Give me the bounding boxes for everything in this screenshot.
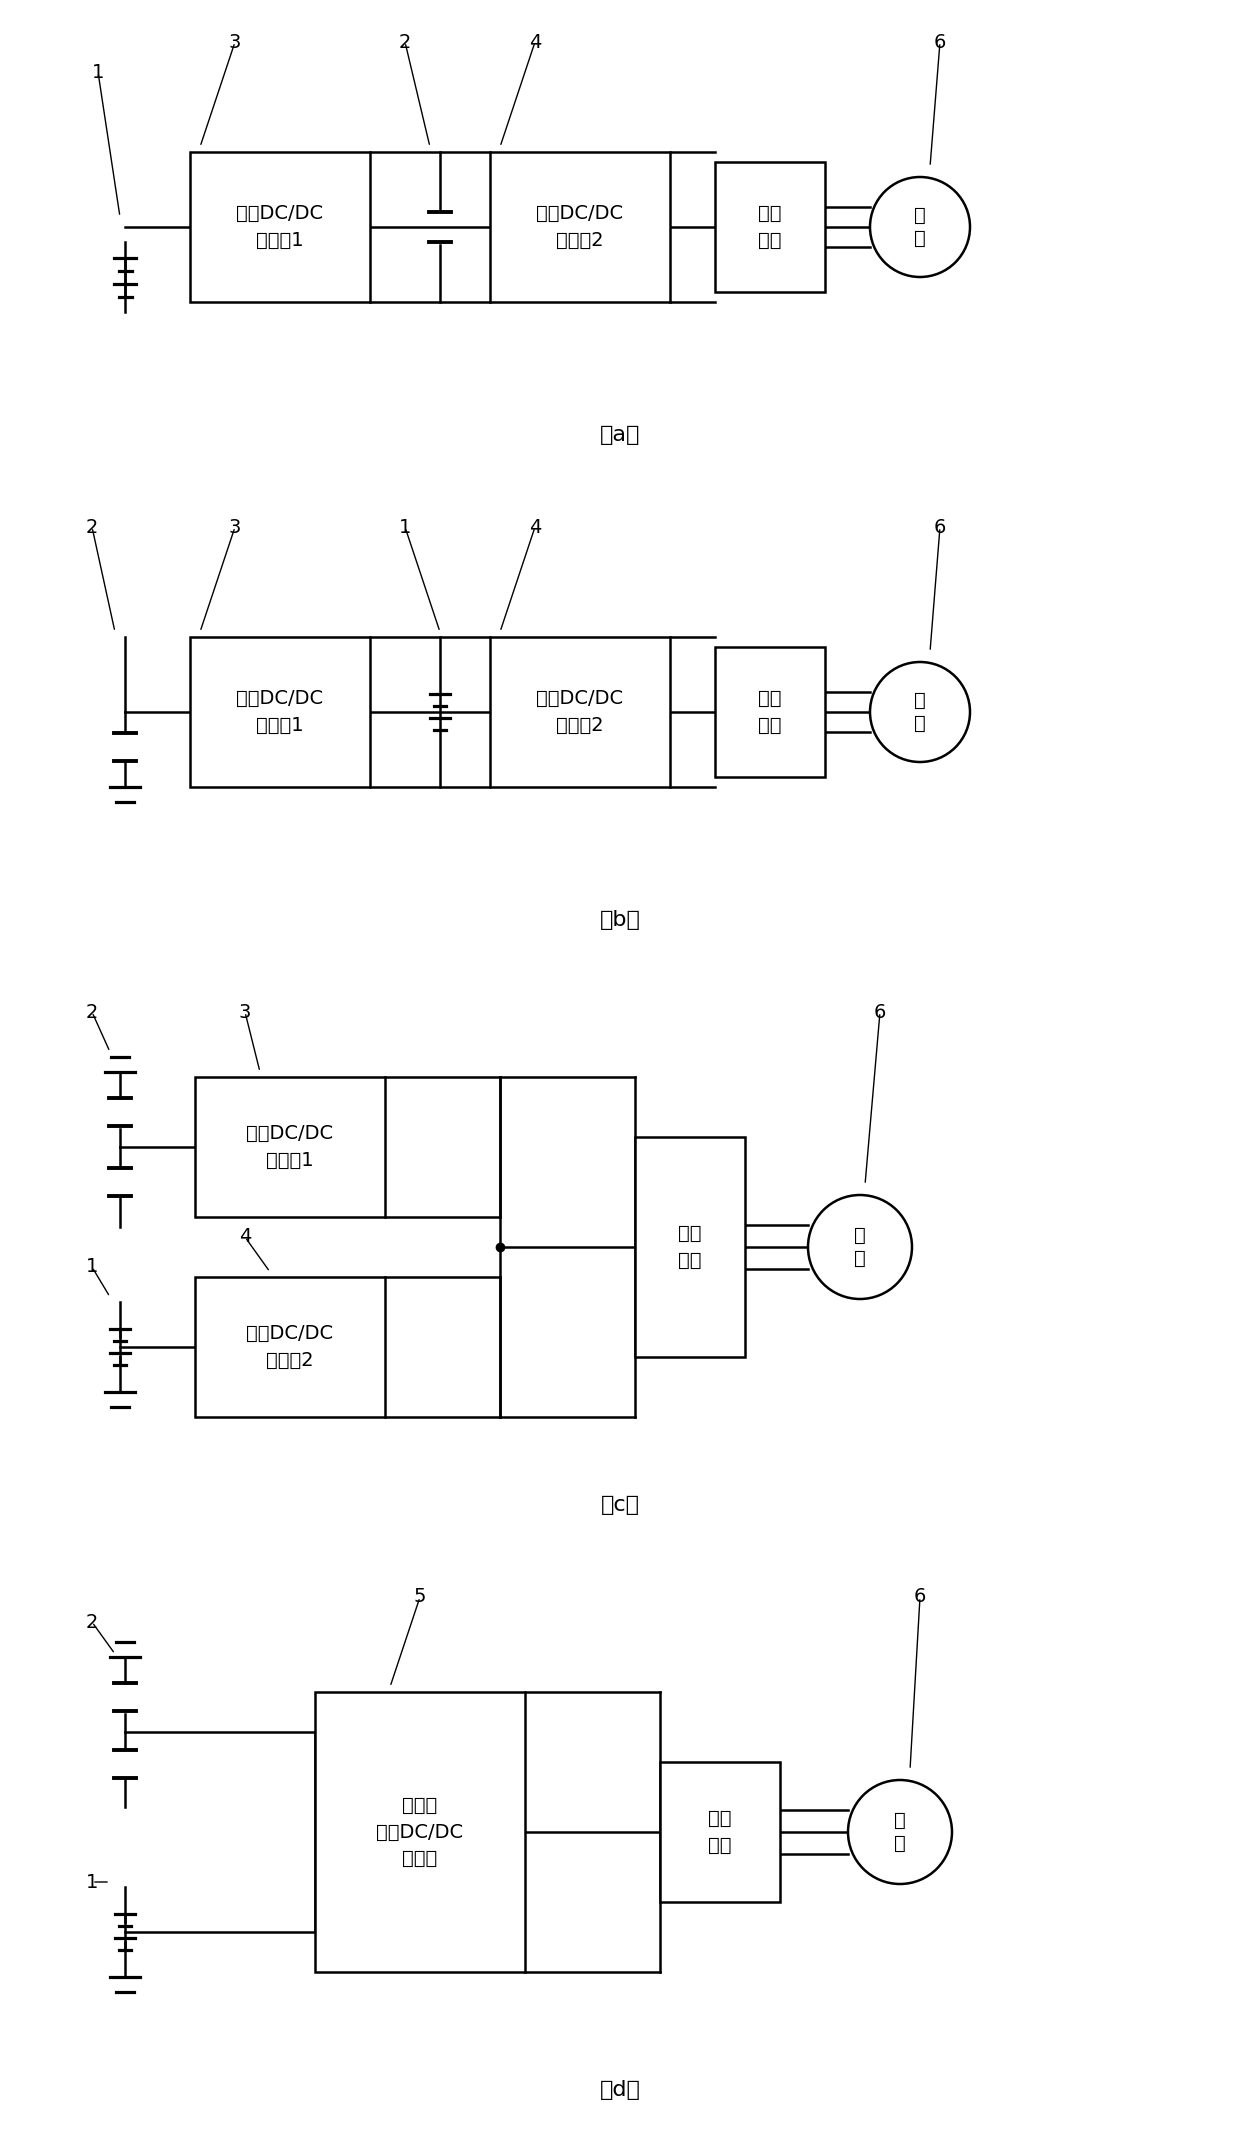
Bar [195, 1277, 384, 1418]
Text: 电机
驱动: 电机 驱动 [678, 1225, 702, 1270]
Text: 6: 6 [914, 1587, 926, 1606]
Bar [190, 636, 370, 786]
Bar [490, 636, 670, 786]
Text: 2: 2 [399, 32, 412, 51]
Text: 双向DC/DC
变换器1: 双向DC/DC 变换器1 [237, 690, 324, 735]
Circle shape [808, 1195, 911, 1298]
Text: 1: 1 [86, 1257, 98, 1277]
Bar [190, 152, 370, 302]
Text: 电机
驱动: 电机 驱动 [758, 690, 781, 735]
Text: 3: 3 [239, 1002, 252, 1022]
Text: 2: 2 [86, 1002, 98, 1022]
Text: 2: 2 [86, 1613, 98, 1632]
Bar [635, 1137, 745, 1358]
Text: 3: 3 [229, 518, 242, 536]
Text: 4: 4 [528, 32, 541, 51]
Text: （d）: （d） [600, 2080, 640, 2099]
Circle shape [870, 662, 970, 763]
Bar [715, 647, 825, 778]
Bar [315, 1692, 525, 1973]
Text: 6: 6 [934, 32, 946, 51]
Bar [660, 1763, 780, 1902]
Text: 电机
驱动: 电机 驱动 [758, 203, 781, 251]
Bar [715, 163, 825, 291]
Text: 电
机: 电 机 [914, 690, 926, 733]
Text: 电机
驱动: 电机 驱动 [708, 1810, 732, 1855]
Circle shape [870, 178, 970, 276]
Text: 电
机: 电 机 [914, 206, 926, 248]
Text: 双向DC/DC
变换器2: 双向DC/DC 变换器2 [537, 690, 624, 735]
Bar [490, 152, 670, 302]
Text: 双向DC/DC
变换器2: 双向DC/DC 变换器2 [537, 203, 624, 251]
Text: 双向DC/DC
变换器1: 双向DC/DC 变换器1 [247, 1125, 334, 1170]
Text: 1: 1 [399, 518, 412, 536]
Text: 6: 6 [874, 1002, 887, 1022]
Text: 电
机: 电 机 [894, 1810, 906, 1853]
Text: （c）: （c） [600, 1495, 640, 1514]
Text: 双向DC/DC
变换器2: 双向DC/DC 变换器2 [247, 1324, 334, 1369]
Text: 1: 1 [92, 62, 104, 81]
Text: （b）: （b） [600, 910, 640, 930]
Text: 3: 3 [229, 32, 242, 51]
Text: 6: 6 [934, 518, 946, 536]
Bar [195, 1077, 384, 1217]
Text: 5: 5 [414, 1587, 427, 1606]
Circle shape [848, 1780, 952, 1885]
Text: （a）: （a） [600, 424, 640, 446]
Text: 电
机: 电 机 [854, 1225, 866, 1268]
Text: 2: 2 [86, 518, 98, 536]
Text: 4: 4 [239, 1227, 252, 1247]
Text: 多输入
双向DC/DC
变换器: 多输入 双向DC/DC 变换器 [377, 1795, 464, 1868]
Text: 4: 4 [528, 518, 541, 536]
Text: 双向DC/DC
变换器1: 双向DC/DC 变换器1 [237, 203, 324, 251]
Text: 1: 1 [86, 1872, 98, 1891]
